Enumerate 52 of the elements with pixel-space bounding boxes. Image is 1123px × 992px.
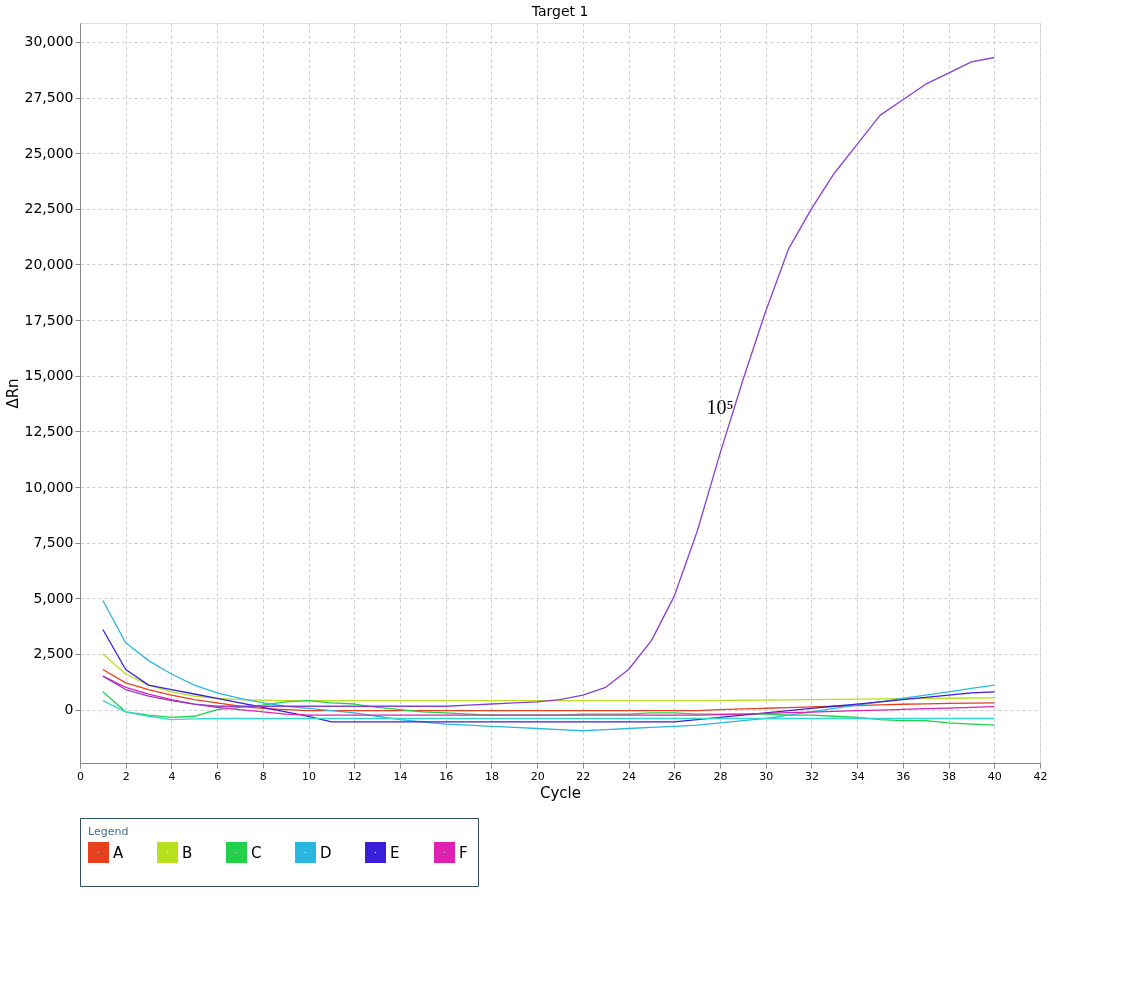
x-tick-label: 20 bbox=[530, 769, 545, 783]
line-series bbox=[102, 56, 995, 707]
y-tick-label: 17,500 bbox=[24, 311, 74, 328]
legend-label: C bbox=[251, 843, 262, 862]
x-tick-label: 32 bbox=[804, 769, 819, 783]
x-tick-label: 38 bbox=[942, 769, 957, 783]
legend-label: F bbox=[459, 843, 468, 862]
x-tick-label: 42 bbox=[1033, 769, 1048, 783]
x-tick-label: 24 bbox=[622, 769, 637, 783]
line-series bbox=[102, 599, 995, 732]
y-tick-label: 25,000 bbox=[24, 144, 74, 161]
x-tick-label: 2 bbox=[122, 769, 130, 783]
annotation: 10⁵ bbox=[706, 396, 734, 418]
y-tick-label: 27,500 bbox=[24, 89, 74, 106]
x-tick-label: 18 bbox=[484, 769, 499, 783]
line-series bbox=[102, 653, 995, 702]
x-tick-label: 8 bbox=[259, 769, 267, 783]
y-tick-label: 5,000 bbox=[33, 589, 74, 606]
x-tick-label: 0 bbox=[77, 769, 84, 783]
x-tick-label: 30 bbox=[759, 769, 774, 783]
y-tick-label: 15,000 bbox=[24, 367, 74, 384]
x-tick-label: 36 bbox=[896, 769, 911, 783]
y-tick-label: 2,500 bbox=[33, 645, 74, 662]
legend-label: B bbox=[182, 843, 193, 862]
y-tick-label: 12,500 bbox=[24, 422, 74, 439]
y-tick-label: 22,500 bbox=[24, 200, 74, 217]
x-tick-label: 40 bbox=[987, 769, 1002, 783]
x-tick-label: 16 bbox=[439, 769, 454, 783]
y-tick-label: 10,000 bbox=[24, 478, 74, 495]
x-tick-label: 10 bbox=[302, 769, 317, 783]
line-series bbox=[102, 628, 995, 723]
legend-label: A bbox=[113, 843, 124, 862]
legend-label: D bbox=[320, 843, 332, 862]
legend-title: Legend bbox=[88, 825, 129, 838]
x-tick-label: 28 bbox=[713, 769, 728, 783]
legend-label: E bbox=[390, 843, 400, 862]
chart-title: Target 1 bbox=[530, 3, 589, 19]
x-tick-label: 14 bbox=[393, 769, 408, 783]
x-tick-label: 26 bbox=[667, 769, 682, 783]
x-tick-label: 6 bbox=[214, 769, 222, 783]
x-tick-label: 4 bbox=[168, 769, 176, 783]
x-tick-label: 22 bbox=[576, 769, 591, 783]
x-tick-label: 12 bbox=[347, 769, 362, 783]
y-tick-label: 0 bbox=[64, 701, 74, 718]
y-tick-label: 30,000 bbox=[24, 33, 74, 50]
x-tick-label: 34 bbox=[850, 769, 865, 783]
y-tick-label: 7,500 bbox=[33, 534, 74, 551]
line-series bbox=[102, 668, 995, 712]
y-axis-title: ΔRn bbox=[3, 378, 22, 409]
line-series bbox=[102, 700, 995, 721]
x-axis-title: Cycle bbox=[540, 783, 581, 802]
y-tick-label: 20,000 bbox=[24, 255, 74, 272]
